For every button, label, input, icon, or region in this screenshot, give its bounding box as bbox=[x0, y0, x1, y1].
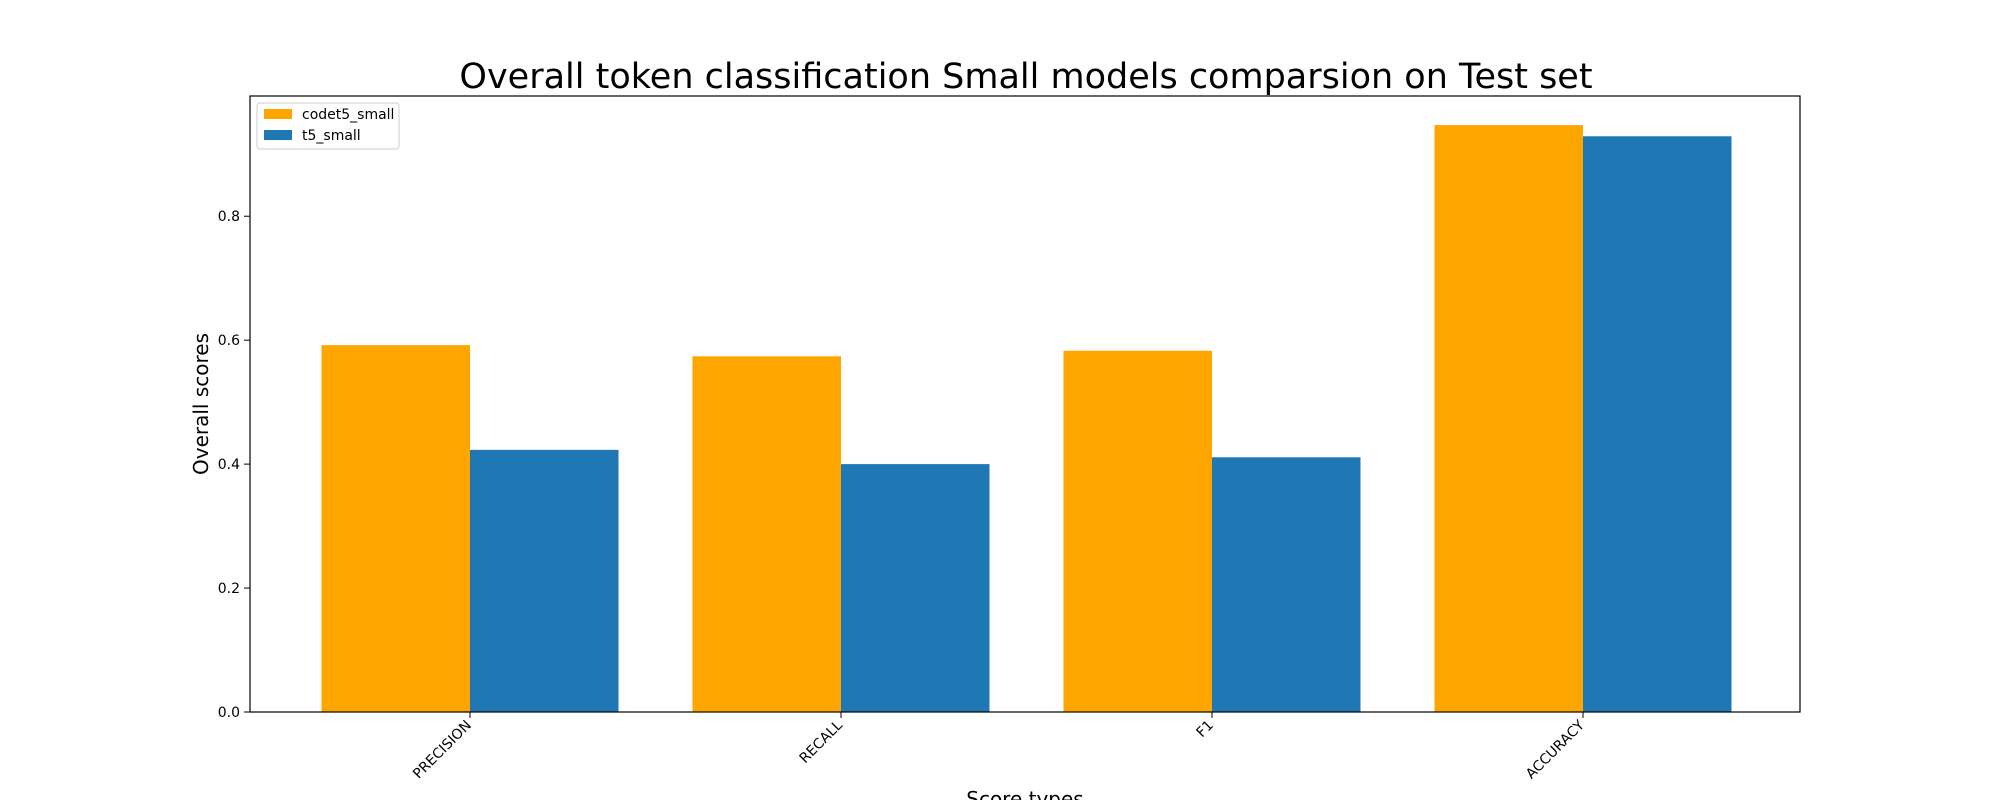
legend-label-codet5-small: codet5_small bbox=[302, 107, 394, 123]
x-axis-label: Score types bbox=[966, 787, 1083, 800]
x-tick-label: RECALL bbox=[797, 717, 846, 766]
y-tick-label: 0.4 bbox=[218, 457, 240, 473]
y-tick-label: 0.2 bbox=[218, 581, 240, 597]
bar-t5-small-f1 bbox=[1212, 457, 1361, 712]
legend-label-t5-small: t5_small bbox=[302, 128, 361, 144]
bar-t5-small-accuracy bbox=[1583, 136, 1732, 713]
bars-layer bbox=[321, 125, 1732, 713]
bar-t5-small-recall bbox=[841, 464, 990, 712]
bar-codet5-small-f1 bbox=[1063, 350, 1212, 712]
legend-swatch-t5-small bbox=[264, 130, 292, 140]
y-axis: 0.0 0.2 0.4 0.6 0.8 bbox=[218, 209, 250, 721]
x-axis: PRECISION RECALL F1 ACCURACY bbox=[410, 712, 1588, 782]
y-tick-label: 0.8 bbox=[218, 209, 240, 225]
bar-codet5-small-accuracy bbox=[1434, 125, 1583, 712]
plot-frame bbox=[249, 95, 1801, 713]
x-tick-label: PRECISION bbox=[410, 718, 475, 783]
bar-codet5-small-recall bbox=[692, 356, 841, 712]
bar-codet5-small-precision bbox=[321, 345, 470, 712]
y-tick-label: 0.6 bbox=[218, 333, 240, 349]
x-tick-label: F1 bbox=[1194, 718, 1217, 741]
legend: codet5_small t5_small bbox=[256, 102, 400, 150]
bar-t5-small-precision bbox=[470, 449, 619, 712]
y-tick-label: 0.0 bbox=[218, 705, 240, 721]
y-axis-label: Overall scores bbox=[189, 333, 213, 475]
x-tick-label: ACCURACY bbox=[1523, 717, 1588, 782]
legend-swatch-codet5-small bbox=[264, 109, 292, 119]
legend-frame bbox=[256, 102, 400, 150]
chart-title: Overall token classification Small model… bbox=[459, 57, 1592, 97]
